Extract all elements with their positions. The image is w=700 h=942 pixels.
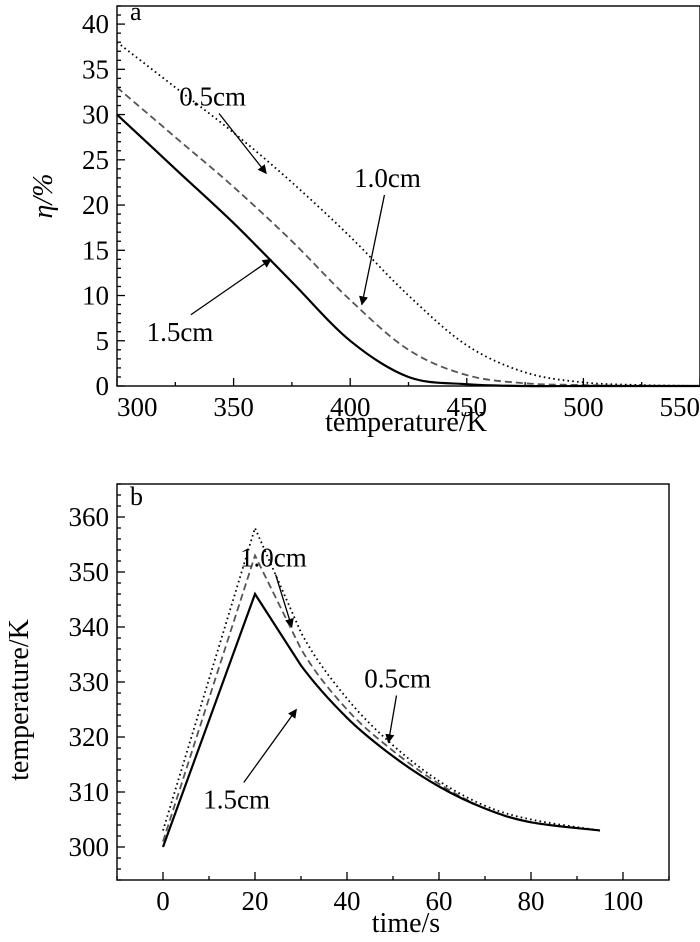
panel-b-x-tick-label: 60 <box>426 886 453 916</box>
panel-a-series-layer <box>116 41 700 388</box>
panel-a-x-axis-title: temperature/K <box>325 407 487 438</box>
panel-a-x-tick-label: 450 <box>447 392 488 422</box>
panel-a-y-tick-label: 35 <box>82 54 109 84</box>
panel-b-y-tick-label: 350 <box>69 557 110 587</box>
panel-b-annotation-arrow-1_5cm <box>243 708 297 783</box>
panel-b-tick-layer: 0 20 40 60 80 100 300 310 320 330 340 350 360 <box>69 483 670 916</box>
panel-a-y-tick-label: 30 <box>82 100 109 130</box>
panel-a-annotation-label-1_0cm: 1.0cm <box>354 163 421 193</box>
panel-b-series-line-1_5cm <box>161 591 601 848</box>
panel-a-x-tick-label: 500 <box>563 392 604 422</box>
panel-a-x-tick-label: 350 <box>213 392 254 422</box>
panel-a-chart: 300 350 400 450 500 550 0 5 10 15 20 25 30 35 40 0.5cm… <box>28 0 700 438</box>
panel-a-y-tick-label: 40 <box>82 9 109 39</box>
panel-a-y-tick-label: 0 <box>96 371 110 401</box>
panel-a-annotation-label-0_5cm: 0.5cm <box>179 82 246 112</box>
panel-a-series-line-1_5cm <box>116 113 700 388</box>
panel-a-x-tick-label: 400 <box>330 392 371 422</box>
panel-a-y-tick-label: 25 <box>82 145 109 175</box>
panel-a-x-tick-label: 300 <box>117 392 158 422</box>
panel-b-annotation-label-1_0cm: 1.0cm <box>240 543 307 573</box>
panel-b-x-tick-label: 40 <box>334 886 361 916</box>
panel-b-y-tick-label: 300 <box>69 832 110 862</box>
panel-a-annotation-label-1_5cm: 1.5cm <box>147 317 214 347</box>
panel-a-x-tick-label: 550 <box>660 392 700 422</box>
panel-b-y-axis-title: temperature/K <box>4 619 35 781</box>
panel-a-y-tick-label: 15 <box>82 235 109 265</box>
panel-b-series-layer <box>161 525 601 848</box>
panel-b-annotation-label-1_5cm: 1.5cm <box>203 785 270 815</box>
panel-a-label: a <box>130 0 142 26</box>
panel-a-y-axis-title: η/% <box>28 174 59 219</box>
panel-b-x-tick-label: 100 <box>603 886 644 916</box>
panel-a-annotation-layer: 0.5cm 1.0cm 1.5cm <box>147 82 421 347</box>
panel-b-x-tick-label: 80 <box>518 886 545 916</box>
panel-a-tick-layer: 300 350 400 450 500 550 0 5 10 15 20 25 30 35 40 <box>82 5 700 422</box>
panel-b-series-line-0_5cm <box>162 525 601 832</box>
panel-b-y-tick-label: 310 <box>69 777 110 807</box>
panel-a-y-tick-label: 20 <box>82 190 109 220</box>
panel-a-annotation-arrow-0_5cm <box>218 113 267 175</box>
panel-b-label: b <box>130 482 143 511</box>
panel-b-annotation-arrow-0_5cm <box>385 695 398 744</box>
panel-b-y-tick-label: 360 <box>69 502 110 532</box>
panel-a-y-tick-label: 10 <box>82 281 109 311</box>
panel-a-series-line-1_0cm <box>116 86 700 387</box>
panel-b-annotation-label-0_5cm: 0.5cm <box>364 664 431 694</box>
panel-b-x-axis-title: time/s <box>372 908 440 939</box>
panel-a-annotation-arrow-1_0cm <box>359 194 386 306</box>
panel-b-x-tick-label: 0 <box>156 886 170 916</box>
panel-b-y-tick-label: 330 <box>69 667 110 697</box>
panel-b-y-tick-label: 340 <box>69 612 110 642</box>
panel-b-x-tick-label: 20 <box>242 886 269 916</box>
panel-b-annotation-arrow-1_0cm <box>274 574 294 628</box>
panel-b-y-tick-label: 320 <box>69 722 110 752</box>
panel-a-y-tick-label: 5 <box>96 326 110 356</box>
panel-a-annotation-arrow-1_5cm <box>190 258 272 316</box>
panel-b-annotation-layer: 1.0cm 0.5cm 1.5cm <box>203 543 431 815</box>
